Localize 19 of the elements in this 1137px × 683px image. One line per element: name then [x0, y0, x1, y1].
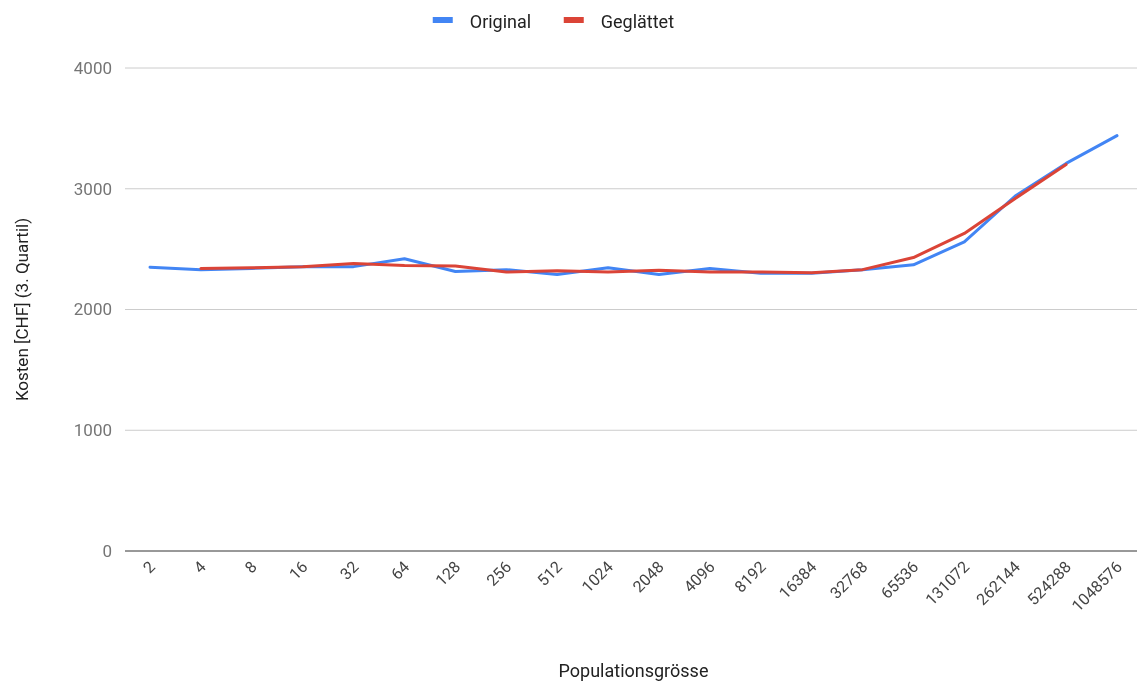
x-axis-title: Populationsgrösse — [558, 660, 709, 681]
y-tick-label: 2000 — [73, 299, 112, 320]
x-tick-label: 64 — [387, 557, 414, 584]
y-tick-label: 3000 — [73, 178, 112, 199]
x-tick-label: 4 — [189, 557, 210, 578]
x-tick-label: 256 — [482, 557, 516, 590]
x-tick-label: 512 — [533, 557, 566, 590]
y-tick-label: 0 — [102, 540, 112, 561]
y-axis-title: Kosten [CHF] (3. Quartil) — [12, 217, 32, 402]
x-tick-label: 2 — [139, 557, 159, 578]
x-tick-label: 128 — [431, 557, 465, 590]
x-tick-label: 32 — [336, 557, 363, 584]
y-tick-label: 4000 — [73, 57, 112, 78]
y-tick-label: 1000 — [73, 420, 112, 441]
legend-label: Geglättet — [600, 11, 675, 33]
x-tick-label: 16 — [285, 557, 312, 584]
line-series — [199, 163, 1068, 275]
legend-label: Original — [469, 11, 532, 33]
x-tick-label: 8 — [240, 557, 261, 578]
